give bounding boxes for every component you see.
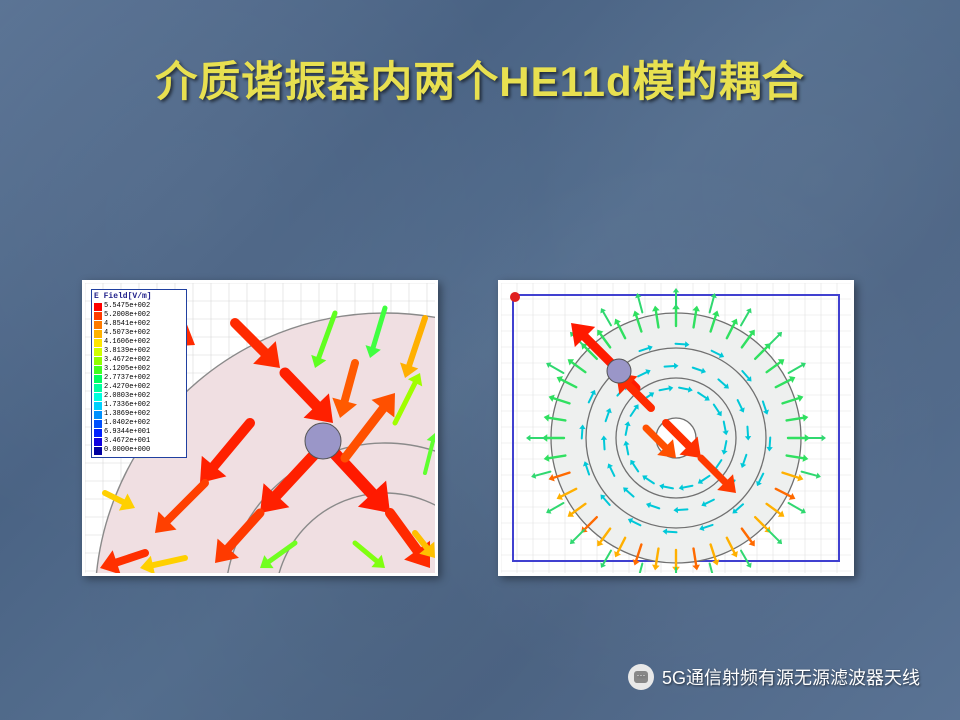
legend-swatch [94,366,102,374]
legend-value: 3.4672e+001 [104,437,150,446]
figure-left: E Field[V/m] 5.5475e+0025.2008e+0024.854… [82,280,438,576]
slide-title: 介质谐振器内两个HE11d模的耦合 [0,48,960,109]
legend-row: 6.9344e+001 [94,428,184,437]
legend-row: 3.1205e+002 [94,365,184,374]
legend-row: 1.7336e+002 [94,401,184,410]
legend-row: 5.5475e+002 [94,302,184,311]
legend-swatch [94,303,102,311]
legend-row: 1.3869e+002 [94,410,184,419]
legend-row: 4.5073e+002 [94,329,184,338]
field-legend: E Field[V/m] 5.5475e+0025.2008e+0024.854… [91,289,187,458]
legend-value: 4.5073e+002 [104,329,150,338]
legend-swatch [94,339,102,347]
legend-value: 2.0803e+002 [104,392,150,401]
legend-swatch [94,420,102,428]
legend-row: 5.2008e+002 [94,311,184,320]
legend-row: 3.8139e+002 [94,347,184,356]
legend-swatch [94,447,102,455]
legend-row: 2.4270e+002 [94,383,184,392]
legend-row: 2.0803e+002 [94,392,184,401]
legend-swatch [94,429,102,437]
legend-value: 5.2008e+002 [104,311,150,320]
legend-value: 4.8541e+002 [104,320,150,329]
legend-value: 2.7737e+002 [104,374,150,383]
legend-row: 3.4672e+002 [94,356,184,365]
legend-value: 1.7336e+002 [104,401,150,410]
footer-text: 5G通信射频有源无源滤波器天线 [662,664,920,690]
legend-value: 1.3869e+002 [104,410,150,419]
legend-value: 3.8139e+002 [104,347,150,356]
legend-swatch [94,393,102,401]
legend-row: 4.8541e+002 [94,320,184,329]
legend-value: 6.9344e+001 [104,428,150,437]
legend-value: 5.5475e+002 [104,302,150,311]
legend-swatch [94,411,102,419]
legend-value: 0.0000e+000 [104,446,150,455]
legend-value: 2.4270e+002 [104,383,150,392]
figure-right [498,280,854,576]
legend-row: 4.1606e+002 [94,338,184,347]
legend-swatch [94,402,102,410]
legend-row: 0.0000e+000 [94,446,184,455]
legend-swatch [94,330,102,338]
footer-credit: 5G通信射频有源无源滤波器天线 [628,664,920,690]
legend-row: 3.4672e+001 [94,437,184,446]
legend-value: 1.0402e+002 [104,419,150,428]
legend-title: E Field[V/m] [94,292,184,301]
legend-swatch [94,438,102,446]
legend-swatch [94,357,102,365]
legend-value: 3.1205e+002 [104,365,150,374]
legend-value: 3.4672e+002 [104,356,150,365]
legend-row: 1.0402e+002 [94,419,184,428]
legend-swatch [94,375,102,383]
legend-swatch [94,348,102,356]
legend-swatch [94,312,102,320]
legend-swatch [94,384,102,392]
legend-swatch [94,321,102,329]
legend-row: 2.7737e+002 [94,374,184,383]
wechat-icon [628,664,654,690]
legend-value: 4.1606e+002 [104,338,150,347]
